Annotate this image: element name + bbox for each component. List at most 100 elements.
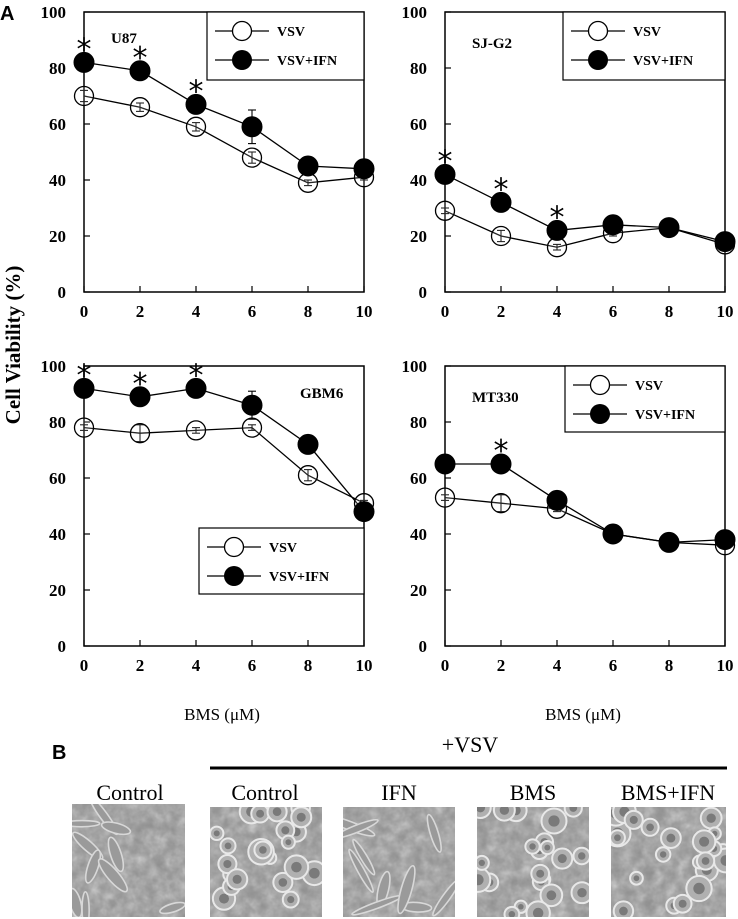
cell-line-name: GBM6 [300, 386, 344, 402]
spindle-cell [343, 818, 379, 839]
panel-b-label: B [52, 742, 66, 764]
plot-frame [83, 365, 365, 647]
legend-box [564, 365, 726, 433]
cell-nucleus [213, 830, 220, 837]
cell-nucleus [529, 843, 536, 850]
spindle-cell [426, 813, 442, 853]
cell-nucleus [272, 807, 282, 817]
legend-label: VSV [277, 25, 305, 40]
cell-nucleus [536, 869, 545, 878]
cell-nucleus [499, 807, 510, 815]
significance-marker: * [77, 358, 92, 393]
y-tick-label: 100 [41, 3, 67, 22]
y-tick-label: 40 [49, 525, 66, 544]
data-point [185, 93, 207, 115]
x-tick-label: 10 [717, 656, 734, 675]
x-axis-label-right: BMS (μM) [545, 705, 621, 724]
significance-marker: * [133, 41, 148, 76]
micrograph-cells [72, 804, 185, 917]
x-tick-label: 10 [717, 302, 734, 321]
spindle-cell [352, 838, 376, 876]
chart-gbm6: 0 20 40 60 80 100 0 2 4 6 8 10 * * * GBM6 VSV VSV+IFN [41, 357, 375, 675]
data-point [714, 529, 736, 551]
data-point [546, 489, 568, 511]
legend-marker [232, 50, 252, 70]
cell-nucleus [256, 809, 265, 818]
cell-image-label: BMS [510, 780, 556, 805]
cell-nucleus [259, 846, 267, 854]
cell-nucleus [548, 815, 560, 827]
legend-marker [587, 20, 609, 42]
cell-nucleus [308, 867, 320, 879]
micrograph-cells [611, 807, 726, 917]
spindle-cell [397, 864, 416, 915]
legend: VSV VSV+IFN [206, 11, 365, 81]
legend-box [198, 527, 365, 595]
x-tick-label: 8 [304, 656, 313, 675]
data-point [658, 531, 680, 553]
y-tick-label: 0 [58, 637, 67, 656]
spindle-cell [348, 848, 374, 893]
spindle-cell [84, 849, 102, 884]
cell-nucleus [629, 815, 638, 824]
spindle-cell [72, 819, 101, 828]
cell-nucleus [281, 826, 290, 835]
x-tick-label: 6 [248, 302, 257, 321]
y-tick-label: 60 [410, 469, 427, 488]
cell-nucleus [578, 852, 586, 860]
legend-marker [224, 566, 244, 586]
chart-mt330: 0 20 40 60 80 100 0 2 4 6 8 10 * MT330 VSV VSV+IFN [402, 357, 736, 675]
panel-a-label: A [0, 3, 14, 25]
cell-nucleus [569, 807, 578, 812]
y-axis-label: Cell Viability (%) [1, 266, 25, 425]
x-tick-label: 0 [80, 656, 89, 675]
cell-image-label: Control [231, 780, 298, 805]
y-tick-label: 0 [58, 283, 67, 302]
legend-label: VSV+IFN [633, 54, 693, 69]
cell-nucleus [557, 853, 567, 864]
y-tick-label: 0 [419, 283, 428, 302]
cell-images: Control Control IFN BMS BMS+IFN [72, 780, 726, 917]
x-tick-label: 8 [665, 302, 674, 321]
x-tick-label: 6 [248, 656, 257, 675]
cell-image-label: BMS+IFN [621, 780, 715, 805]
data-point [490, 493, 512, 514]
series-line [445, 463, 726, 544]
data-point [490, 225, 512, 247]
cell-nucleus [508, 910, 516, 917]
micrograph-cells [210, 807, 322, 911]
cell-nucleus [666, 833, 676, 843]
y-tick-label: 60 [49, 115, 66, 134]
x-tick-label: 6 [609, 302, 618, 321]
significance-marker: * [133, 367, 148, 402]
significance-marker: * [189, 74, 204, 109]
legend-label: VSV+IFN [635, 408, 695, 423]
y-tick-label: 100 [41, 357, 67, 376]
legend-marker [231, 20, 253, 42]
cell-image-panel: BMS+IFN [611, 780, 726, 917]
data-point [241, 147, 263, 168]
data-point [129, 97, 151, 118]
data-point [297, 155, 319, 177]
x-tick-label: 0 [441, 302, 450, 321]
y-tick-label: 100 [402, 357, 428, 376]
cell-nucleus [478, 859, 485, 867]
series-line [444, 496, 726, 546]
x-tick-label: 0 [441, 656, 450, 675]
data-point [241, 394, 263, 416]
data-point [434, 200, 456, 221]
cell-nucleus [701, 857, 710, 865]
vsv-group-label: +VSV [442, 732, 499, 757]
x-tick-label: 10 [356, 656, 373, 675]
y-tick-label: 0 [419, 637, 428, 656]
legend-marker [589, 374, 611, 396]
data-point [353, 501, 375, 523]
cell-image-panel: IFN [343, 780, 455, 917]
legend: VSV VSV+IFN [564, 365, 726, 433]
data-point [129, 386, 151, 408]
data-point [241, 116, 263, 138]
cell-nucleus [720, 855, 726, 866]
data-point [434, 163, 456, 185]
